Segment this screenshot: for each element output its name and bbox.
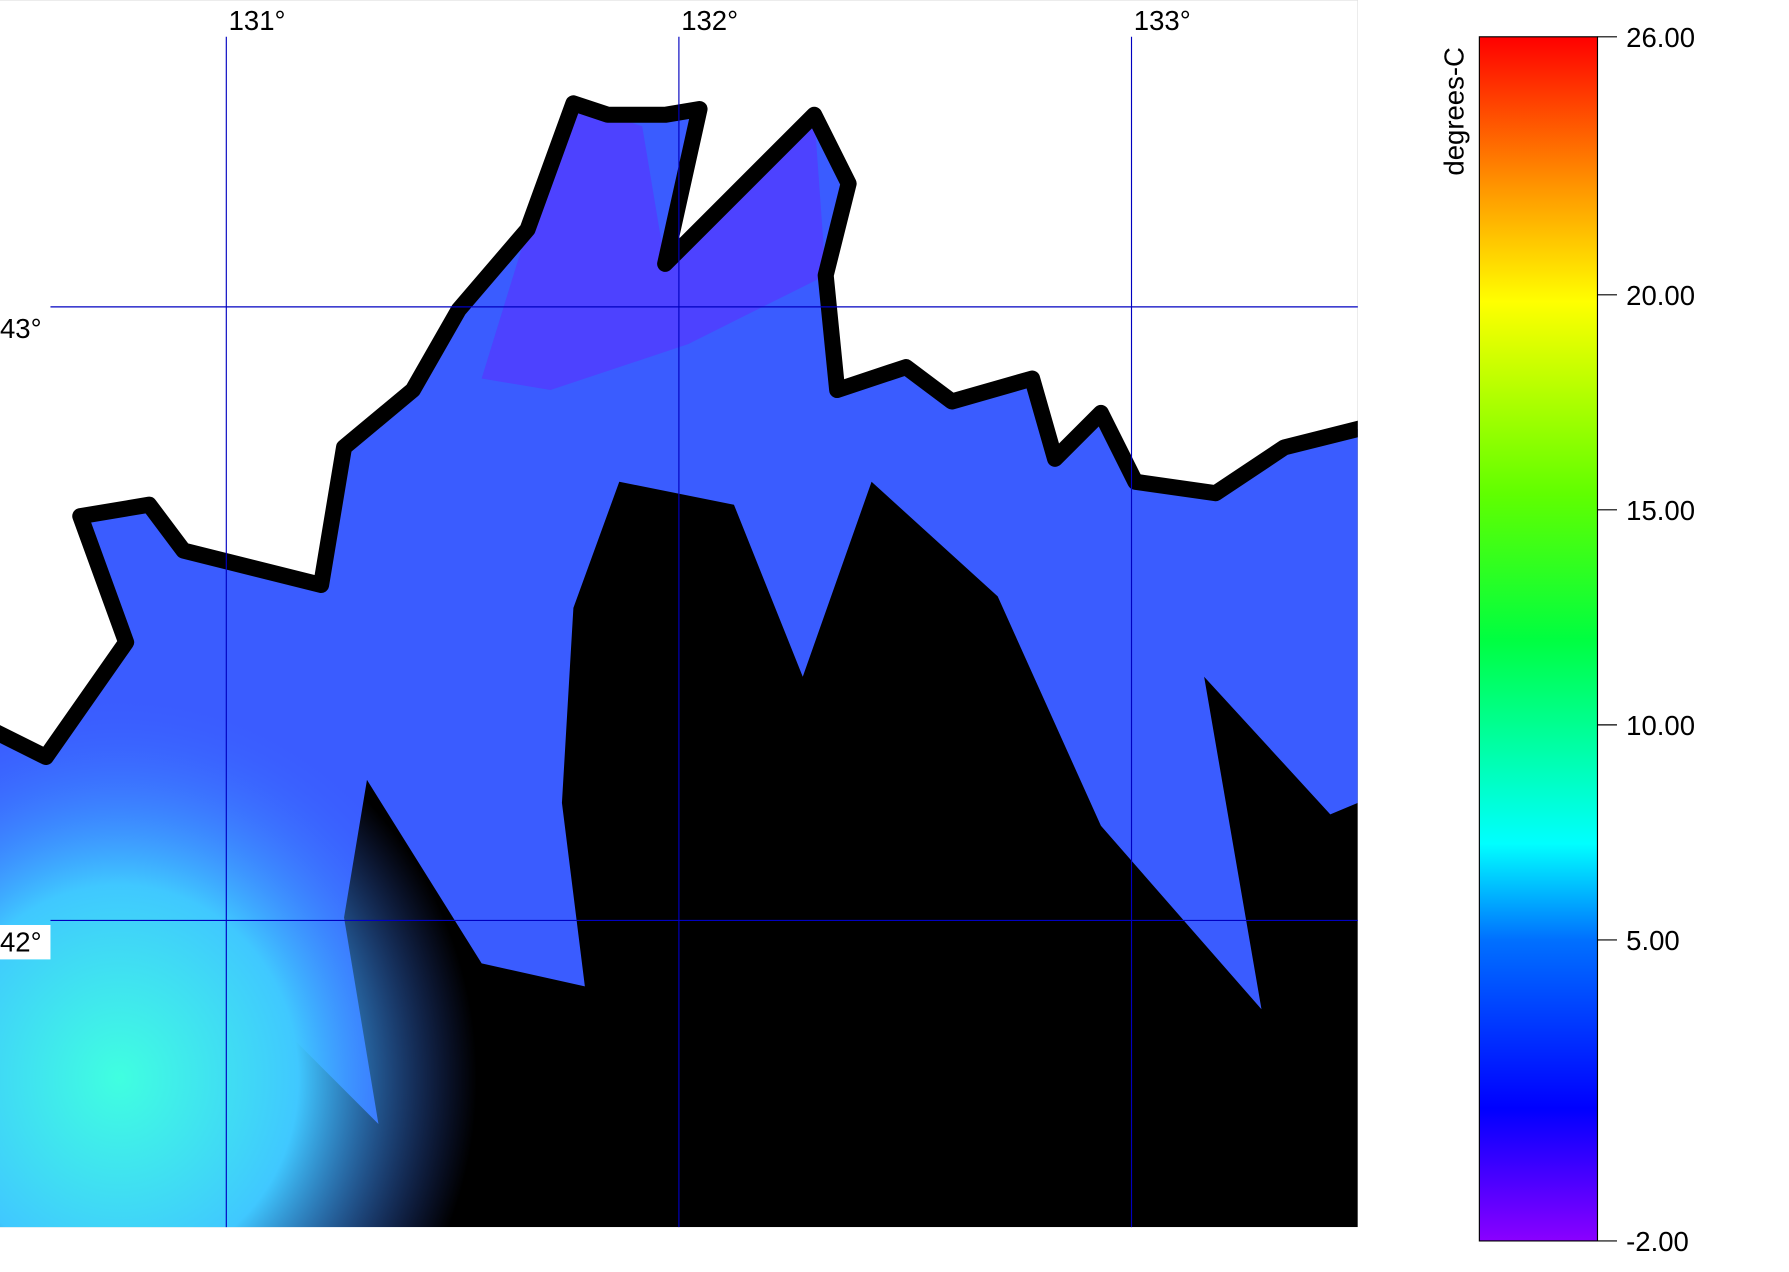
warm-water	[0, 596, 597, 1228]
colorbar	[1478, 36, 1599, 1242]
colorbar-label: degrees-C	[1438, 47, 1469, 175]
latitude-label: 42°	[0, 926, 42, 957]
longitude-label: 133°	[1134, 5, 1191, 36]
latitude-label-bg	[0, 311, 51, 346]
sea-surface-cold	[481, 103, 826, 391]
colorbar-tick-label: 20.00	[1626, 280, 1695, 311]
sst-map	[0, 0, 1358, 1228]
graticule	[50, 36, 1358, 1228]
land	[0, 0, 1358, 766]
colorbar-tick-label: 26.00	[1626, 22, 1695, 53]
colorbar-tick-label: 5.00	[1626, 925, 1680, 956]
colorbar-tick-label: -2.00	[1626, 1226, 1689, 1257]
colorbar-tick-label: 15.00	[1626, 495, 1695, 526]
latitude-label-bg	[0, 924, 51, 960]
colorbar-tick-label: 10.00	[1626, 710, 1695, 741]
longitude-label: 131°	[229, 5, 286, 36]
longitude-label: 132°	[681, 5, 738, 36]
latitude-label: 43°	[0, 313, 42, 344]
